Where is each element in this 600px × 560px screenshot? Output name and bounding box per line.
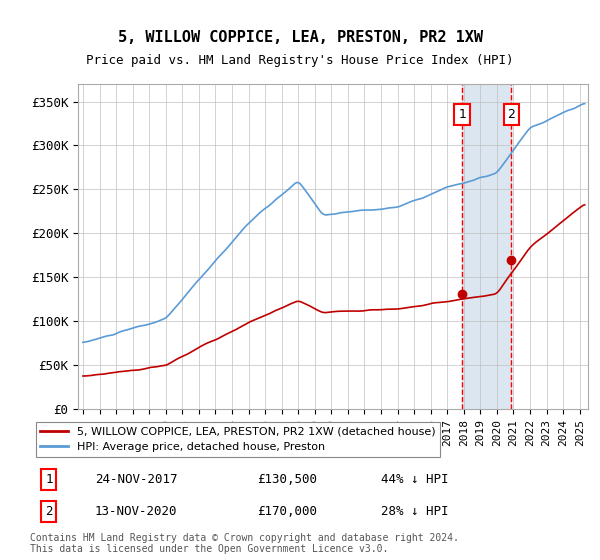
Text: Price paid vs. HM Land Registry's House Price Index (HPI): Price paid vs. HM Land Registry's House …: [86, 54, 514, 67]
Text: 2: 2: [45, 505, 53, 518]
Text: 5, WILLOW COPPICE, LEA, PRESTON, PR2 1XW: 5, WILLOW COPPICE, LEA, PRESTON, PR2 1XW: [118, 30, 482, 45]
Legend: 5, WILLOW COPPICE, LEA, PRESTON, PR2 1XW (detached house), HPI: Average price, d: 5, WILLOW COPPICE, LEA, PRESTON, PR2 1XW…: [35, 422, 440, 457]
Text: 1: 1: [45, 473, 53, 486]
Bar: [462, 84, 511, 409]
Text: 28% ↓ HPI: 28% ↓ HPI: [381, 505, 449, 518]
Text: £170,000: £170,000: [257, 505, 317, 518]
Text: Contains HM Land Registry data © Crown copyright and database right 2024.
This d: Contains HM Land Registry data © Crown c…: [30, 533, 459, 554]
Text: 2: 2: [508, 108, 515, 121]
Text: 44% ↓ HPI: 44% ↓ HPI: [381, 473, 449, 486]
Text: 1: 1: [458, 108, 466, 121]
Text: 24-NOV-2017: 24-NOV-2017: [95, 473, 178, 486]
Text: £130,500: £130,500: [257, 473, 317, 486]
Text: 13-NOV-2020: 13-NOV-2020: [95, 505, 178, 518]
